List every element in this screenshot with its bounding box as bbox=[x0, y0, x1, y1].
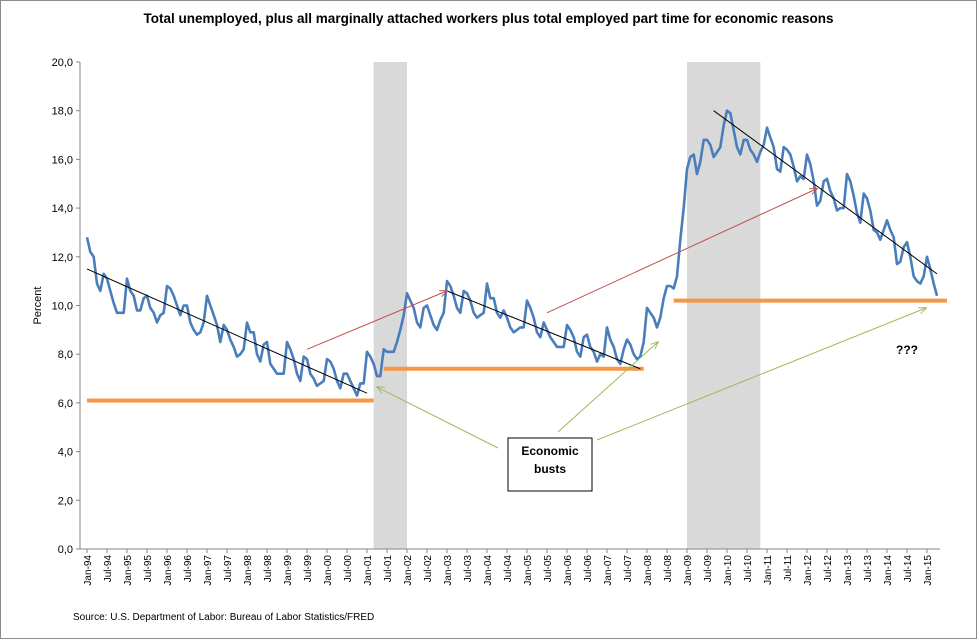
x-tick-label: Jul-01 bbox=[383, 555, 394, 583]
green-arrow-0 bbox=[377, 387, 499, 449]
x-tick-label: Jan-14 bbox=[883, 555, 894, 586]
recession-band-0 bbox=[373, 62, 407, 549]
chart-title: Total unemployed, plus all marginally at… bbox=[143, 11, 834, 26]
green-arrow-1 bbox=[557, 342, 658, 433]
x-tick-label: Jan-96 bbox=[163, 555, 174, 586]
x-tick-label: Jul-14 bbox=[903, 555, 914, 583]
y-tick-label: 20,0 bbox=[52, 57, 73, 69]
x-tick-label: Jul-99 bbox=[303, 555, 314, 583]
annotation-box bbox=[507, 437, 593, 492]
y-tick-label: 10,0 bbox=[52, 301, 73, 313]
x-tick-label: Jan-01 bbox=[363, 555, 374, 586]
y-tick-label: 18,0 bbox=[52, 106, 73, 118]
x-tick-label: Jul-02 bbox=[423, 555, 434, 583]
y-tick-label: 12,0 bbox=[52, 252, 73, 264]
x-tick-label: Jul-06 bbox=[583, 555, 594, 583]
x-tick-label: Jan-94 bbox=[83, 555, 94, 586]
y-tick-label: 2,0 bbox=[58, 495, 73, 507]
x-tick-label: Jul-10 bbox=[743, 555, 754, 583]
x-tick-label: Jul-04 bbox=[503, 555, 514, 583]
source-note: Source: U.S. Department of Labor: Bureau… bbox=[73, 612, 375, 623]
x-tick-label: Jan-06 bbox=[563, 555, 574, 586]
x-tick-label: Jul-08 bbox=[663, 555, 674, 583]
series-line-0 bbox=[85, 109, 939, 397]
y-tick-label: 4,0 bbox=[58, 447, 73, 459]
y-axis-title: Percent bbox=[32, 287, 44, 325]
annotation-text: busts bbox=[534, 462, 566, 476]
x-tick-label: Jul-97 bbox=[223, 555, 234, 583]
x-tick-label: Jul-12 bbox=[823, 555, 834, 583]
x-tick-label: Jan-03 bbox=[443, 555, 454, 586]
x-tick-label: Jul-00 bbox=[343, 555, 354, 583]
x-tick-label: Jul-09 bbox=[703, 555, 714, 583]
x-tick-label: Jan-13 bbox=[843, 555, 854, 586]
x-tick-label: Jan-05 bbox=[523, 555, 534, 586]
x-tick-label: Jul-05 bbox=[543, 555, 554, 583]
x-tick-label: Jan-97 bbox=[203, 555, 214, 586]
x-tick-label: Jan-98 bbox=[243, 555, 254, 586]
trendline-1 bbox=[446, 290, 641, 370]
x-tick-label: Jul-95 bbox=[143, 555, 154, 583]
annotation-text: Economic bbox=[521, 444, 579, 458]
x-tick-label: Jan-07 bbox=[603, 555, 614, 586]
trendline-0 bbox=[86, 268, 368, 394]
question-annotation: ??? bbox=[896, 343, 918, 357]
x-tick-label: Jul-98 bbox=[263, 555, 274, 583]
x-tick-label: Jan-10 bbox=[723, 555, 734, 586]
x-tick-label: Jul-13 bbox=[863, 555, 874, 583]
y-tick-label: 16,0 bbox=[52, 154, 73, 166]
red-arrow-1 bbox=[546, 189, 817, 314]
x-tick-label: Jul-94 bbox=[103, 555, 114, 583]
y-tick-label: 6,0 bbox=[58, 398, 73, 410]
x-tick-label: Jan-02 bbox=[403, 555, 414, 586]
x-tick-label: Jan-09 bbox=[683, 555, 694, 586]
y-tick-label: 0,0 bbox=[58, 544, 73, 556]
x-tick-label: Jul-03 bbox=[463, 555, 474, 583]
x-tick-label: Jul-07 bbox=[623, 555, 634, 583]
recession-band-1 bbox=[687, 62, 761, 549]
x-tick-label: Jan-99 bbox=[283, 555, 294, 586]
y-tick-label: 8,0 bbox=[58, 349, 73, 361]
x-tick-label: Jan-12 bbox=[803, 555, 814, 586]
red-arrow-0 bbox=[306, 291, 447, 350]
x-tick-label: Jul-96 bbox=[183, 555, 194, 583]
x-tick-label: Jul-11 bbox=[783, 555, 794, 582]
y-tick-label: 14,0 bbox=[52, 203, 73, 215]
x-tick-label: Jan-04 bbox=[483, 555, 494, 586]
trendline-2 bbox=[713, 110, 938, 275]
x-tick-label: Jan-11 bbox=[763, 555, 774, 585]
x-tick-label: Jan-95 bbox=[123, 555, 134, 586]
green-arrow-2 bbox=[596, 308, 926, 441]
x-tick-label: Jan-00 bbox=[323, 555, 334, 586]
x-tick-label: Jan-08 bbox=[643, 555, 654, 586]
x-tick-label: Jan-15 bbox=[923, 555, 934, 586]
